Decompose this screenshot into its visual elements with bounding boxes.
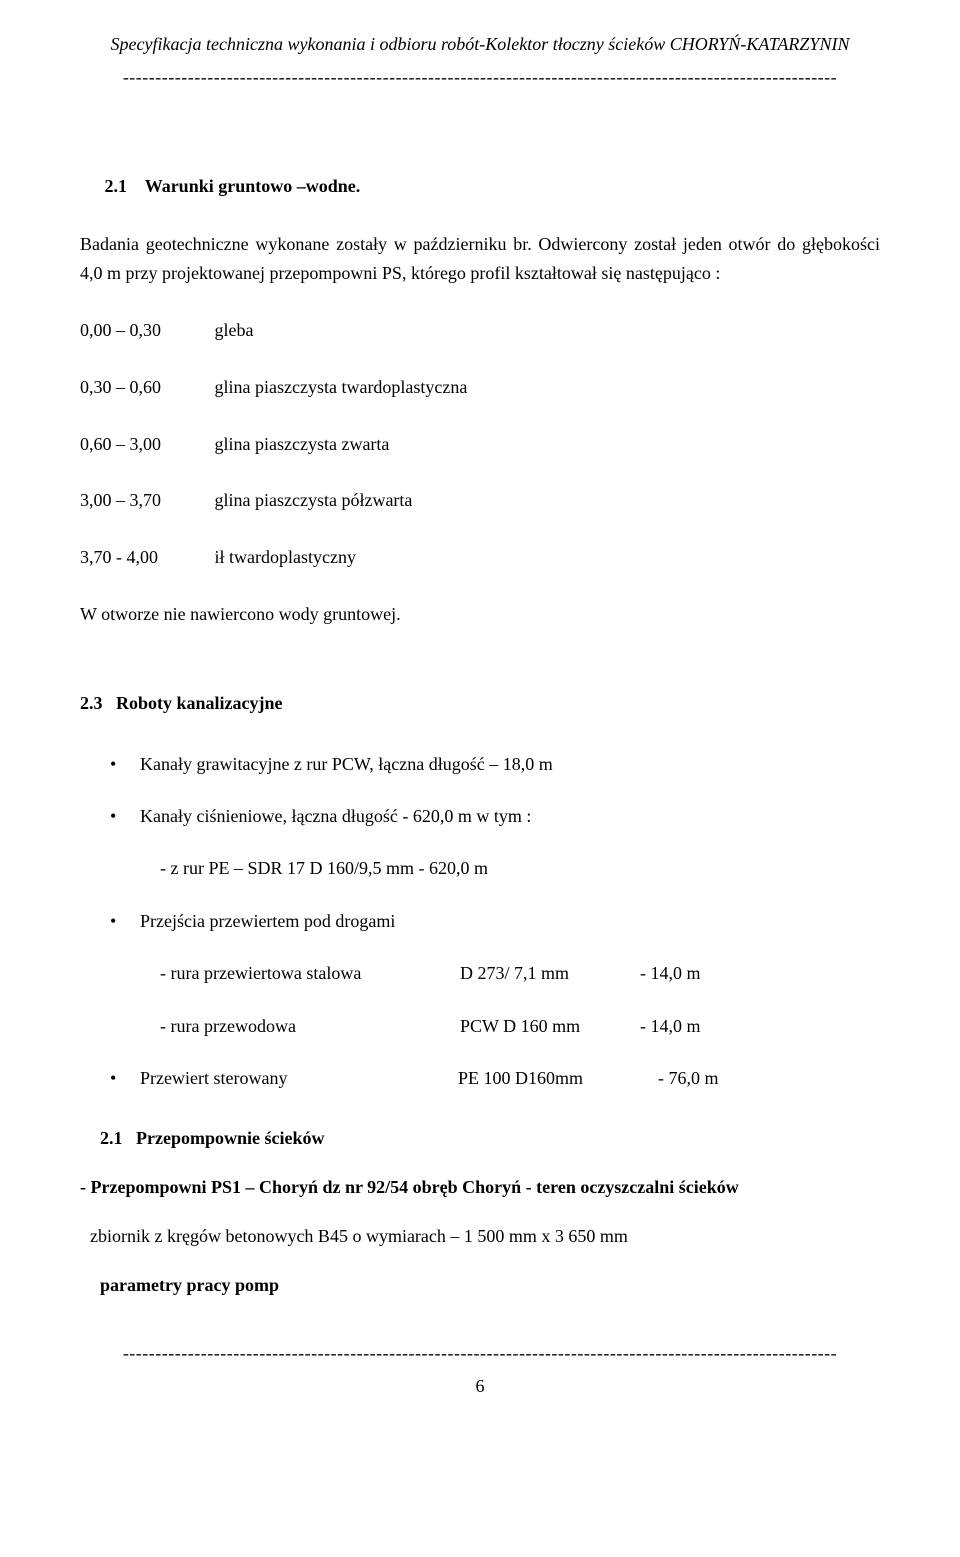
bullet-4: Przewiert sterowany PE 100 D160mm - 76,0… <box>140 1062 880 1094</box>
depth-range: 3,00 – 3,70 <box>80 486 210 515</box>
depth-row: 0,30 – 0,60 glina piaszczysta twardoplas… <box>80 373 880 402</box>
depth-range: 0,00 – 0,30 <box>80 316 210 345</box>
page-number: 6 <box>80 1372 880 1401</box>
depth-row: 3,70 - 4,00 ił twardoplastyczny <box>80 543 880 572</box>
depth-desc: gleba <box>215 320 254 340</box>
bullet-2-sub: - z rur PE – SDR 17 D 160/9,5 mm - 620,0… <box>160 852 880 884</box>
section-2-3-number: 2.3 <box>80 693 103 713</box>
section-2-3-heading: 2.3 Roboty kanalizacyjne <box>80 689 880 718</box>
section-2-1-intro: Badania geotechniczne wykonane zostały w… <box>80 230 880 288</box>
depth-desc: ił twardoplastyczny <box>215 547 356 567</box>
header-divider: ----------------------------------------… <box>80 63 880 92</box>
section-2-1-title: Warunki gruntowo –wodne. <box>145 176 361 196</box>
section-2-1-heading: 2.1 Warunki gruntowo –wodne. <box>80 172 880 201</box>
sub-c1: - rura przewiertowa stalowa <box>160 957 460 989</box>
footer-divider: ----------------------------------------… <box>80 1339 880 1368</box>
pump-heading-num: 2.1 <box>100 1128 123 1148</box>
list-item: Kanały grawitacyjne z rur PCW, łączna dł… <box>140 748 880 780</box>
pump-heading-title: Przepompownie ścieków <box>136 1128 324 1148</box>
sub-c3: - 14,0 m <box>640 957 701 989</box>
depth-desc: glina piaszczysta twardoplastyczna <box>215 377 468 397</box>
depth-row: 0,60 – 3,00 glina piaszczysta zwarta <box>80 430 880 459</box>
sub-c2: PE 100 D160mm <box>458 1062 658 1094</box>
pump-line-1: - Przepompowni PS1 – Choryń dz nr 92/54 … <box>80 1173 880 1202</box>
bullet-2-text: Kanały ciśnieniowe, łączna długość - 620… <box>140 806 531 826</box>
section-2-1-outro: W otworze nie nawiercono wody gruntowej. <box>80 600 880 629</box>
depth-range: 0,60 – 3,00 <box>80 430 210 459</box>
depth-row: 0,00 – 0,30 gleba <box>80 316 880 345</box>
bullet-list: Kanały grawitacyjne z rur PCW, łączna dł… <box>80 748 880 1095</box>
sub-c1: Przewiert sterowany <box>140 1062 458 1094</box>
pump-heading: 2.1 Przepompownie ścieków <box>100 1124 880 1153</box>
list-item: Przejścia przewiertem pod drogami - rura… <box>140 905 880 1042</box>
depth-row: 3,00 – 3,70 glina piaszczysta półzwarta <box>80 486 880 515</box>
sub-c2: D 273/ 7,1 mm <box>460 957 640 989</box>
depth-range: 0,30 – 0,60 <box>80 373 210 402</box>
depth-range: 3,70 - 4,00 <box>80 543 210 572</box>
header-title: Specyfikacja techniczna wykonania i odbi… <box>80 30 880 59</box>
sub-c3: - 76,0 m <box>658 1062 719 1094</box>
list-item: Kanały ciśnieniowe, łączna długość - 620… <box>140 800 880 885</box>
bullet-3-text: Przejścia przewiertem pod drogami <box>140 911 395 931</box>
list-item: Przewiert sterowany PE 100 D160mm - 76,0… <box>140 1062 880 1094</box>
section-2-1-number: 2.1 <box>105 176 128 196</box>
pump-line-2: zbiornik z kręgów betonowych B45 o wymia… <box>90 1222 880 1251</box>
sub-c1: - rura przewodowa <box>160 1010 460 1042</box>
section-2-3-title: Roboty kanalizacyjne <box>116 693 283 713</box>
pump-params: parametry pracy pomp <box>100 1271 880 1300</box>
depth-desc: glina piaszczysta zwarta <box>215 434 390 454</box>
bullet-3-sub2: - rura przewodowa PCW D 160 mm - 14,0 m <box>160 1010 880 1042</box>
sub-c2: PCW D 160 mm <box>460 1010 640 1042</box>
sub-c3: - 14,0 m <box>640 1010 701 1042</box>
bullet-3-sub1: - rura przewiertowa stalowa D 273/ 7,1 m… <box>160 957 880 989</box>
bullet-1-text: Kanały grawitacyjne z rur PCW, łączna dł… <box>140 754 553 774</box>
depth-desc: glina piaszczysta półzwarta <box>215 490 413 510</box>
